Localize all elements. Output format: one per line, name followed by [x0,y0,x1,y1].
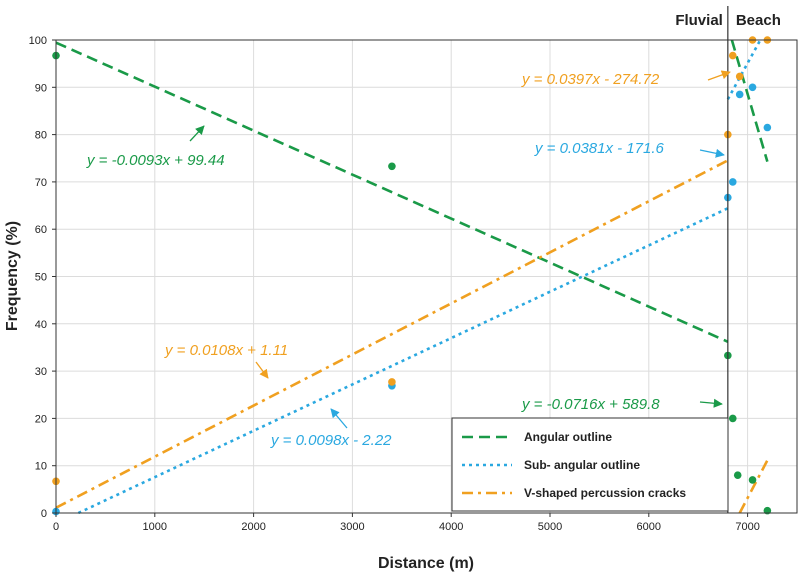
x-tick-label-7000: 7000 [735,521,759,533]
x-tick-label-1000: 1000 [143,521,167,533]
x-tick-label-2000: 2000 [241,521,265,533]
legend-label-2: V-shaped percussion cracks [524,486,686,500]
point-1-4 [735,90,744,99]
fit-equation-arrow-2-0 [255,361,269,379]
fit-equation-0-1: y = -0.0716x + 589.8 [521,396,660,413]
grid-lines [55,39,797,514]
data-points [52,36,772,516]
point-1-6 [763,123,772,132]
legend-label-0: Angular outline [524,430,612,444]
point-1-5 [748,83,757,92]
x-tick-label-0: 0 [53,521,59,533]
point-0-3 [728,414,737,423]
fit-line-0-0 [55,41,729,343]
y-tick-label-90: 90 [35,82,47,94]
x-tick-label-4000: 4000 [439,521,463,533]
y-tick-label-70: 70 [35,177,47,189]
region-label-fluvial: Fluvial [675,12,723,29]
y-tick-label-20: 20 [35,413,47,425]
fit-equation-2-1: y = 0.0397x - 274.72 [521,71,660,88]
point-0-1 [388,162,396,171]
y-tick-label-50: 50 [35,272,47,284]
region-labels: Fluvial Beach [675,12,781,29]
point-0-5 [748,476,757,484]
y-tick-label-0: 0 [41,508,47,520]
fit-line-2-1 [738,459,769,514]
fit-line-2-0 [55,159,729,509]
x-axis-title: Distance (m) [378,555,474,572]
fit-equation-2-0: y = 0.0108x + 1.11 [164,342,288,359]
region-label-beach: Beach [736,12,781,29]
fit-equation-arrow-1-1 [699,148,725,158]
y-tick-label-60: 60 [35,224,47,236]
fit-lines [55,39,769,515]
y-tick-label-80: 80 [35,130,47,142]
fit-equation-arrow-0-1 [699,398,723,408]
fit-line-1-1 [726,39,762,100]
point-2-1 [388,378,396,386]
y-tick-label-40: 40 [35,319,47,331]
y-tick-label-100: 100 [29,35,47,47]
y-tick-label-30: 30 [35,366,47,378]
x-tick-label-6000: 6000 [637,521,661,533]
fit-equation-arrow-2-1 [707,70,731,81]
fit-equation-arrow-1-0 [330,408,348,429]
fit-equation-0-0: y = -0.0093x + 99.44 [86,152,225,169]
point-0-4 [733,471,742,479]
tick-labels: 0 1000 2000 3000 4000 5000 6000 7000 0 10 20 30 40 50… [29,35,760,533]
point-1-3 [728,178,737,186]
x-tick-label-5000: 5000 [538,521,562,533]
legend-label-1: Sub- angular outline [524,458,640,472]
y-axis-title: Frequency (%) [4,221,21,331]
fit-equation-arrow-0-0 [189,125,205,142]
point-2-3 [728,51,737,60]
point-2-4 [735,72,744,81]
fit-line-1-0 [77,207,729,515]
fit-equations: y = -0.0093x + 99.44 y = -0.0716x + 589.8… [86,70,731,449]
fit-equation-1-1: y = 0.0381x - 171.6 [534,140,664,157]
y-tick-label-10: 10 [35,461,47,473]
x-tick-label-3000: 3000 [340,521,364,533]
fit-equation-1-0: y = 0.0098x - 2.22 [270,432,392,449]
legend: Angular outline Sub- angular outline V-sha… [451,417,729,512]
fit-line-0-1 [730,39,769,163]
